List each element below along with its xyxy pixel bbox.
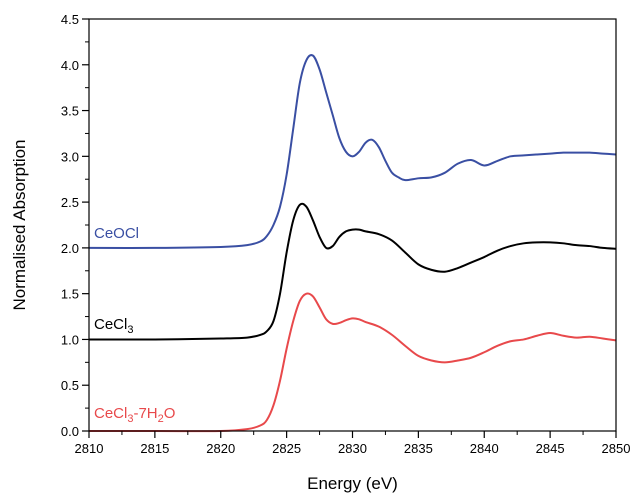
y-tick-label: 0.5 — [61, 378, 79, 393]
y-axis: 0.0 0.5 1.0 1.5 2.0 2.5 3.0 3.5 4.0 4.5 — [61, 12, 89, 439]
series-label-cecl3-7h2o: CeCl3-7H2O — [94, 405, 175, 425]
series-label-part: 3 — [127, 413, 133, 425]
x-tick-label: 2810 — [75, 441, 104, 456]
series-label-part: O — [164, 405, 176, 422]
x-axis-title: Energy (eV) — [307, 474, 398, 493]
y-tick-label: 4.5 — [61, 12, 79, 27]
series-label-part: 3 — [127, 324, 133, 336]
plot-content — [88, 54, 617, 433]
x-tick-label: 2825 — [272, 441, 301, 456]
series-line-ceocl — [88, 54, 617, 249]
series-label-part: CeOCl — [94, 225, 139, 242]
y-tick-label: 4.0 — [61, 58, 79, 73]
x-tick-label: 2820 — [206, 441, 235, 456]
plot-frame — [88, 18, 617, 432]
x-tick-label: 2830 — [338, 441, 367, 456]
y-tick-label: 3.0 — [61, 149, 79, 164]
series-line-cecl3-7h2o — [89, 292, 617, 433]
series-label-part: -7H — [133, 405, 157, 422]
y-tick-label: 2.5 — [61, 195, 79, 210]
series-line-cecl3 — [88, 202, 617, 341]
y-tick-label: 0.0 — [61, 424, 79, 439]
series-label-part: CeCl — [94, 316, 127, 333]
series-label-ceocl: CeOCl — [94, 225, 139, 242]
series-label-cecl3: CeCl3 — [94, 316, 133, 336]
x-tick-label: 2845 — [536, 441, 565, 456]
x-axis: 2810 2815 2820 2825 2830 2835 2840 2845 2850 — [75, 431, 631, 456]
y-tick-label: 3.5 — [61, 104, 79, 119]
y-tick-label: 1.0 — [61, 332, 79, 347]
x-tick-label: 2815 — [140, 441, 169, 456]
x-tick-label: 2840 — [470, 441, 499, 456]
series-label-part: 2 — [158, 413, 164, 425]
x-tick-label: 2835 — [404, 441, 433, 456]
y-axis-title: Normalised Absorption — [10, 139, 29, 310]
y-tick-label: 2.0 — [61, 241, 79, 256]
series-label-part: CeCl — [94, 405, 127, 422]
x-tick-label: 2850 — [602, 441, 631, 456]
y-tick-label: 1.5 — [61, 287, 79, 302]
